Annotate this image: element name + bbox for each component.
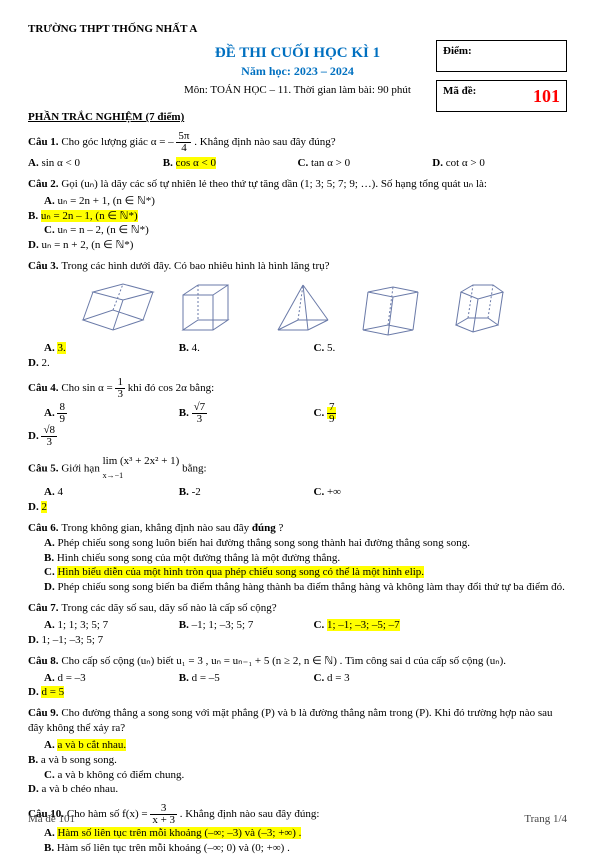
q5-tail: bằng: (182, 462, 206, 474)
q2-label: Câu 2. (28, 178, 61, 190)
q8-b: d = –5 (192, 672, 220, 684)
q1-a: sin α < 0 (41, 157, 80, 169)
q4-text-b: khi đó cos 2α bằng: (128, 382, 214, 394)
q9-text: Cho đường thẳng a song song với mặt phẳn… (28, 707, 553, 734)
q6-stem: Trong không gian, khẳng định nào sau đây (61, 522, 252, 534)
q4-bn: √7 (192, 402, 208, 414)
q4-ad: 9 (57, 414, 67, 425)
q7-c: 1; –1; –3; –5; –7 (327, 619, 400, 631)
q9-c: a và b không có điểm chung. (57, 769, 184, 781)
q4-text-a: Cho sin α = (61, 382, 115, 394)
q1-d: cot α > 0 (446, 157, 485, 169)
q9-d: a và b chéo nhau. (41, 783, 118, 795)
q10-b: Hàm số liên tục trên mỗi khoảng (–∞; 0) … (57, 842, 290, 854)
section-heading: PHẦN TRẮC NGHIỆM (7 điểm) (28, 110, 567, 125)
q6-a: Phép chiếu song song luôn biến hai đường… (57, 537, 470, 549)
q1-text: Cho góc lượng giác α = – (61, 136, 176, 148)
prism-3-icon (358, 280, 428, 335)
shapes-row (28, 280, 567, 335)
q3-label: Câu 3. (28, 260, 61, 272)
exam-code: 101 (533, 84, 560, 108)
q5-label: Câu 5. (28, 462, 61, 474)
q9-label: Câu 9. (28, 707, 61, 719)
q4-cn: 7 (327, 402, 337, 414)
q4-label: Câu 4. (28, 382, 61, 394)
q7-b: –1; 1; –3; 5; 7 (192, 619, 254, 631)
q4-bd: 3 (192, 414, 208, 425)
q2-d: uₙ = n + 2, (n ∈ ℕ*) (41, 239, 133, 251)
question-7: Câu 7. Trong các dãy số sau, dãy số nào … (28, 601, 567, 648)
q3-b: 4. (192, 342, 200, 354)
prism-4-icon (448, 280, 518, 335)
q5-d: 2 (41, 501, 47, 513)
q1-c: tan α > 0 (311, 157, 350, 169)
q2-b: uₙ = 2n – 1, (n ∈ ℕ*) (41, 210, 138, 222)
score-label: Điểm: (443, 45, 472, 57)
q4-an: 8 (57, 402, 67, 414)
q6-label: Câu 6. (28, 522, 61, 534)
q3-d: 2. (41, 357, 49, 369)
q6-tail: ? (278, 522, 283, 534)
q3-a: 3. (57, 342, 65, 354)
question-6: Câu 6. Trong không gian, khẳng định nào … (28, 521, 567, 595)
q3-text: Trong các hình dưới đây. Có bao nhiêu hì… (61, 260, 329, 272)
q5-c: +∞ (327, 486, 341, 498)
school-name: TRƯỜNG THPT THỐNG NHẤT A (28, 22, 567, 37)
q9-b: a và b song song. (41, 754, 117, 766)
footer-right: Trang 1/4 (524, 812, 567, 827)
q1-tail: . Khẳng định nào sau đây đúng? (194, 136, 335, 148)
code-label: Mã đề: (443, 85, 476, 97)
q4-dn: √8 (41, 425, 57, 437)
question-5: Câu 5. Giới hạn lim (x³ + 2x² + 1) x→−1 … (28, 454, 567, 515)
question-9: Câu 9. Cho đường thẳng a song song với m… (28, 706, 567, 797)
q7-d: 1; –1; –3; 5; 7 (41, 634, 103, 646)
q6-c: Hình biểu diễn của một hình tròn qua phé… (57, 566, 424, 578)
q1-b: cos α < 0 (176, 157, 216, 169)
q1-frac-d: 4 (176, 143, 191, 154)
q1-label: Câu 1. (28, 136, 61, 148)
question-2: Câu 2. Gọi (uₙ) là dãy các số tự nhiên l… (28, 177, 567, 253)
q8-c: d = 3 (327, 672, 350, 684)
q5-a: 4 (57, 486, 63, 498)
q8-d: d = 5 (41, 686, 64, 698)
q4-f1d: 3 (115, 389, 125, 400)
footer-left: Mã đề 101 (28, 812, 75, 827)
code-box: Mã đề: 101 (436, 80, 567, 112)
question-1: Câu 1. Cho góc lượng giác α = – 5π4 . Kh… (28, 131, 567, 171)
score-box: Điểm: (436, 40, 567, 72)
q9-a: a và b cắt nhau. (57, 739, 126, 751)
q7-label: Câu 7. (28, 602, 61, 614)
q3-c: 5. (327, 342, 335, 354)
q4-f1n: 1 (115, 377, 125, 389)
q8-text: Cho cấp số cộng (uₙ) biết u₁ = 3 , uₙ = … (61, 655, 506, 667)
q8-label: Câu 8. (28, 655, 61, 667)
q6-b: Hình chiếu song song của một đường thẳng… (57, 552, 340, 564)
q7-a: 1; 1; 3; 5; 7 (57, 619, 108, 631)
q5-lim-sub: x→−1 (103, 471, 124, 480)
q4-dd: 3 (41, 437, 57, 448)
q2-text: Gọi (uₙ) là dãy các số tự nhiên lẻ theo … (61, 178, 487, 190)
q5-b: -2 (192, 486, 201, 498)
q4-cd: 9 (327, 414, 337, 425)
q2-c: uₙ = n – 2, (n ∈ ℕ*) (57, 224, 148, 236)
pyramid-icon (268, 280, 338, 335)
q5-lim: lim (x³ + 2x² + 1) (103, 455, 180, 467)
q7-text: Trong các dãy số sau, dãy số nào là cấp … (61, 602, 276, 614)
exam-year: Năm học: 2023 – 2024 (215, 63, 380, 79)
q6-bold: đúng (252, 522, 276, 534)
q2-a: uₙ = 2n + 1, (n ∈ ℕ*) (57, 195, 155, 207)
q5-text: Giới hạn (61, 462, 102, 474)
question-8: Câu 8. Cho cấp số cộng (uₙ) biết u₁ = 3 … (28, 654, 567, 701)
q10-a: Hàm số liên tục trên mỗi khoảng (–∞; –3)… (57, 827, 301, 839)
prism-2-icon (178, 280, 248, 335)
question-3: Câu 3. Trong các hình dưới đây. Có bao n… (28, 259, 567, 371)
q6-d: Phép chiếu song song biến ba điểm thẳng … (57, 581, 564, 593)
question-4: Câu 4. Cho sin α = 13 khi đó cos 2α bằng… (28, 377, 567, 448)
prism-1-icon (78, 280, 158, 335)
footer: Mã đề 101 Trang 1/4 (28, 812, 567, 827)
q8-a: d = –3 (57, 672, 85, 684)
exam-title: ĐỀ THI CUỐI HỌC KÌ 1 (215, 43, 380, 63)
